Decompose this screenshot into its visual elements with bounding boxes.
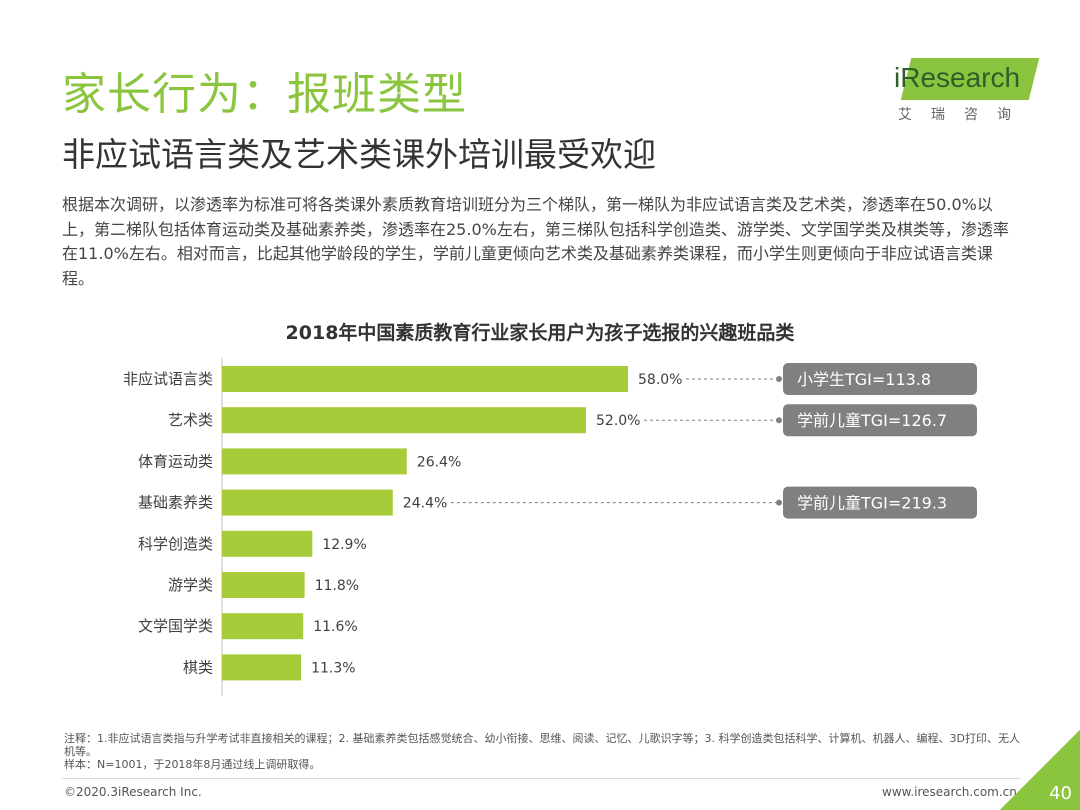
footnote-definitions: 注释：1.非应试语言类指与升学考试非直接相关的课程；2. 基础素养类包括感觉统合… — [64, 732, 1020, 758]
category-label: 艺术类 — [168, 411, 213, 429]
annotation-marker — [776, 499, 782, 506]
data-label: 52.0% — [596, 413, 640, 429]
data-label: 58.0% — [638, 372, 682, 388]
bar — [222, 530, 313, 557]
bar — [222, 613, 304, 640]
iresearch-logo: iResearch 艾瑞咨询 — [888, 58, 1040, 128]
website-link[interactable]: www.iresearch.com.cn — [882, 785, 1017, 799]
data-label: 11.3% — [311, 660, 355, 676]
tgi-callout-text: 学前儿童TGI=126.7 — [797, 411, 947, 430]
page-title: 家长行为：报班类型 — [62, 69, 467, 120]
category-label: 棋类 — [183, 658, 213, 676]
logo-brand-text: iResearch — [894, 62, 1021, 93]
category-label: 科学创造类 — [138, 535, 213, 553]
data-label: 11.6% — [313, 619, 357, 635]
page-subtitle: 非应试语言类及艺术类课外培训最受欢迎 — [62, 135, 656, 174]
description-paragraph: 根据本次调研，以渗透率为标准可将各类课外素质教育培训班分为三个梯队，第一梯队为非… — [62, 195, 1009, 288]
tgi-callout-box — [783, 363, 977, 395]
data-label: 24.4% — [403, 496, 447, 512]
bar — [222, 489, 393, 516]
corner-decoration — [1000, 730, 1080, 810]
bar — [222, 572, 305, 598]
bar — [222, 654, 302, 681]
tgi-callout-box — [783, 404, 977, 437]
logo-brand-cn: 艾瑞咨询 — [898, 107, 1030, 123]
chart-title: 2018年中国素质教育行业家长用户为孩子选报的兴趣班品类 — [285, 322, 795, 344]
category-label: 文学国学类 — [138, 617, 213, 635]
bar — [222, 448, 407, 475]
page-number: 40 — [1049, 783, 1072, 804]
tgi-callout-text: 小学生TGI=113.8 — [797, 370, 931, 389]
category-label: 非应试语言类 — [123, 370, 213, 388]
footnotes: 注释：1.非应试语言类指与升学考试非直接相关的课程；2. 基础素养类包括感觉统合… — [64, 732, 1024, 771]
copyright-text: ©2020.3iResearch Inc. — [64, 785, 202, 799]
footnote-sample: 样本：N=1001，于2018年8月通过线上调研取得。 — [64, 758, 321, 771]
category-label: 基础素养类 — [138, 494, 213, 512]
tgi-callout-box — [783, 486, 977, 519]
annotation-marker — [776, 417, 782, 424]
bar — [222, 366, 628, 392]
category-label: 游学类 — [168, 576, 213, 594]
annotation-marker — [776, 376, 782, 382]
data-label: 11.8% — [315, 578, 359, 594]
data-label: 26.4% — [417, 454, 461, 470]
tgi-callout-text: 学前儿童TGI=219.3 — [797, 494, 947, 513]
data-label: 12.9% — [322, 537, 366, 553]
category-label: 体育运动类 — [138, 452, 213, 470]
footer-divider — [62, 778, 1020, 779]
bar — [222, 407, 586, 434]
bar-chart: 非应试语言类 58.0% 艺术类 52.0% 体育运动类 26.4% 基础素养类 24.4% 科… — [123, 358, 977, 696]
